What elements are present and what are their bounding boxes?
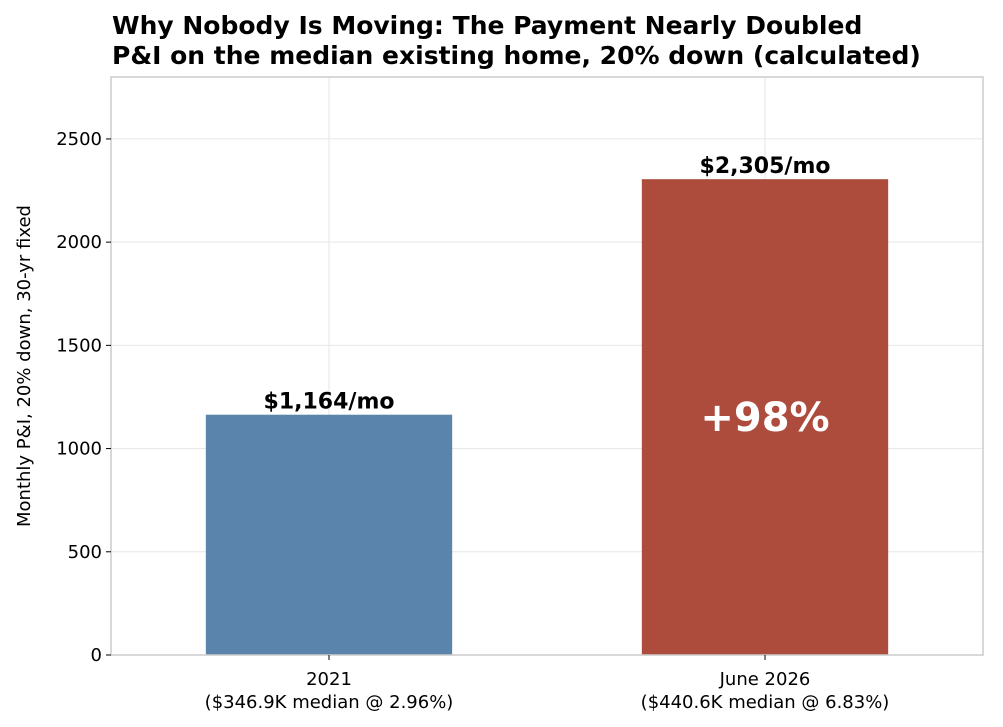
y-tick-label: 2500 bbox=[56, 129, 102, 150]
percent-change-annotation: +98% bbox=[700, 395, 829, 441]
y-tick-label: 1000 bbox=[56, 439, 102, 460]
bar-value-label: $1,164/mo bbox=[264, 390, 395, 415]
chart-title-line-2: P&I on the median existing home, 20% dow… bbox=[112, 41, 921, 70]
y-axis-ticks: 0 500 1000 1500 2000 2500 bbox=[56, 129, 111, 666]
x-tick-label: 2021 bbox=[306, 669, 352, 690]
y-axis-label: Monthly P&I, 20% down, 30-yr fixed bbox=[14, 205, 35, 527]
x-axis-ticks: 2021($346.9K median @ 2.96%) June 2026($4… bbox=[205, 655, 890, 713]
bar bbox=[641, 179, 889, 656]
bars bbox=[205, 179, 889, 656]
data-labels: $1,164/mo $2,305/mo +98% bbox=[264, 154, 831, 441]
y-tick-label: 0 bbox=[91, 645, 102, 666]
y-tick-label: 2000 bbox=[56, 232, 102, 253]
plot-frame bbox=[110, 76, 984, 656]
x-tick-label: ($346.9K median @ 2.96%) bbox=[205, 692, 454, 713]
x-tick-label: June 2026 bbox=[719, 669, 811, 690]
y-tick-label: 1500 bbox=[56, 335, 102, 356]
bar-value-label: $2,305/mo bbox=[700, 154, 831, 179]
x-tick-label: ($440.6K median @ 6.83%) bbox=[641, 692, 890, 713]
y-tick-label: 500 bbox=[68, 542, 102, 563]
bar bbox=[205, 414, 453, 655]
chart-title-line-1: Why Nobody Is Moving: The Payment Nearly… bbox=[112, 11, 862, 40]
